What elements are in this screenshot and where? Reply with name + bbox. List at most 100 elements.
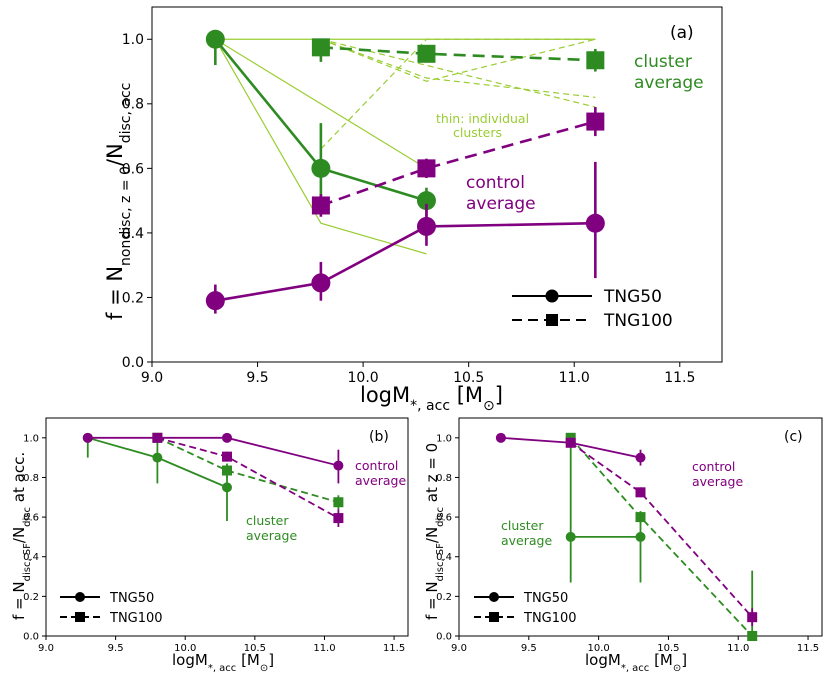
panel-c-chart: 9.0 9.5 10.0 10.5 11.0 11.5 0.0 0.2 0.4 0.6 0.8 1.0… [423, 417, 823, 674]
x-tick-label: 9.5 [521, 643, 537, 654]
panel-a-legend: TNG50 TNG100 [512, 287, 673, 331]
y-tick-label: 0.0 [23, 632, 39, 643]
legend-label-tng100: TNG100 [603, 311, 673, 331]
data-point-square [222, 451, 232, 462]
y-tick-label: 0.2 [436, 592, 452, 603]
individual-cluster-line [320, 38, 596, 150]
x-tick-label: 10.5 [244, 643, 266, 654]
x-tick-label: 11.0 [727, 643, 749, 654]
panel-b-xlabel: logM*, acc [M⊙] [172, 651, 274, 674]
data-point-circle [565, 531, 576, 542]
panel-c-frame [458, 417, 823, 637]
legend-marker-square [75, 612, 85, 622]
panel-b-marks [82, 432, 344, 527]
panel-a-chart: 9.0 9.5 10.0 10.5 11.0 11.5 0.0 0.2 0.4 0.6 0.8 1.0… [103, 6, 723, 414]
legend-label-tng50: TNG50 [603, 287, 662, 307]
panel-a-annotation-cluster-2: average [634, 73, 704, 93]
data-point-square [311, 196, 330, 215]
data-point-circle [222, 432, 232, 443]
data-point-circle [205, 29, 225, 49]
series-line [87, 436, 339, 467]
legend-marker-square [546, 314, 558, 326]
y-tick-label: 0.2 [122, 290, 144, 306]
data-point-square [311, 38, 330, 57]
x-tick-label: 10.5 [657, 643, 679, 654]
data-point-circle [635, 531, 646, 542]
data-point-square [333, 497, 344, 508]
panel-b-frame [45, 417, 409, 637]
panel-c-ticks: 9.0 9.5 10.0 10.5 11.0 11.5 0.0 0.2 0.4 0.6 0.8 1.0 [436, 433, 819, 654]
x-tick-label: 11.0 [559, 370, 590, 386]
panel-a-annotation-control-2: average [466, 194, 536, 214]
data-point-circle [585, 213, 605, 233]
x-tick-label: 9.5 [108, 643, 124, 654]
series-line [157, 437, 339, 504]
panel-a-annotation-thin-2: clusters [453, 125, 502, 140]
panel-a-annotation-cluster-1: cluster [634, 52, 692, 72]
panel-b-chart: 9.0 9.5 10.0 10.5 11.0 11.5 0.0 0.2 0.4 0.6 0.8 1.0… [10, 417, 409, 674]
data-point-circle [495, 432, 506, 443]
data-point-circle [416, 216, 436, 236]
data-point-circle [205, 291, 225, 311]
data-point-circle [82, 432, 93, 443]
series-line [320, 120, 596, 207]
legend-marker-circle [489, 592, 499, 602]
panel-c-annotation-control-1: control [692, 459, 735, 474]
y-tick-label: 0.6 [122, 161, 144, 177]
x-tick-label: 9.0 [38, 643, 54, 654]
legend-marker-circle [75, 592, 85, 602]
legend-label-tng100: TNG100 [523, 611, 577, 626]
y-tick-label: 0.4 [436, 552, 452, 563]
y-tick-label: 0.6 [436, 513, 452, 524]
panel-a-label: (a) [670, 23, 694, 43]
data-point-square [222, 465, 232, 476]
y-tick-label: 0.0 [436, 632, 452, 643]
panel-a-ticks: 9.0 9.5 10.0 10.5 11.0 11.5 0.0 0.2 0.4 0.6 0.8 1.0 [122, 32, 696, 386]
x-tick-label: 11.5 [797, 643, 819, 654]
panel-a-annotation-thin-1: thin: individual [436, 111, 529, 126]
x-tick-label: 9.0 [141, 370, 163, 386]
individual-cluster-line [215, 38, 427, 169]
x-tick-label: 11.5 [383, 643, 405, 654]
data-point-square [586, 51, 605, 70]
data-point-square [747, 612, 758, 623]
y-tick-label: 1.0 [23, 433, 39, 444]
data-point-circle [333, 460, 344, 471]
legend-label-tng100: TNG100 [109, 611, 163, 626]
y-tick-label: 0.6 [23, 513, 39, 524]
panel-b-legend: TNG50 TNG100 [60, 591, 163, 626]
panel-b-label: (b) [369, 429, 389, 445]
data-point-circle [635, 452, 646, 463]
panel-a-xlabel: logM*, acc [M⊙] [360, 383, 503, 414]
data-point-square [635, 487, 646, 498]
panel-a-marks [205, 29, 605, 314]
x-tick-label: 10.0 [174, 643, 196, 654]
data-point-square [152, 432, 163, 443]
legend-label-tng50: TNG50 [109, 591, 154, 606]
individual-cluster-line [320, 38, 596, 82]
legend-label-tng50: TNG50 [523, 591, 568, 606]
panel-a-annotation-control-1: control [466, 173, 525, 193]
data-point-circle [152, 452, 163, 463]
panel-b-annotation-control-1: control [355, 458, 398, 473]
data-point-square [586, 112, 605, 131]
data-point-circle [416, 191, 436, 211]
individual-cluster-line [320, 38, 596, 98]
panel-b-ticks: 9.0 9.5 10.0 10.5 11.0 11.5 0.0 0.2 0.4 0.6 0.8 1.0 [23, 433, 405, 654]
panel-c-annotation-cluster-1: cluster [501, 518, 544, 533]
y-tick-label: 0.8 [436, 473, 452, 484]
legend-marker-square [489, 612, 499, 622]
data-point-square [417, 44, 436, 63]
x-tick-label: 11.5 [664, 370, 695, 386]
individual-cluster-line [214, 38, 427, 255]
x-tick-label: 11.0 [313, 643, 335, 654]
y-tick-label: 1.0 [122, 32, 144, 48]
data-point-square [747, 631, 758, 641]
panel-b-annotation-control-2: average [355, 473, 406, 488]
panel-a-frame [151, 6, 723, 363]
panel-c-label: (c) [784, 429, 803, 445]
y-tick-label: 0.4 [23, 552, 39, 563]
panel-c-legend: TNG50 TNG100 [474, 591, 577, 626]
panel-c-marks [495, 432, 758, 641]
